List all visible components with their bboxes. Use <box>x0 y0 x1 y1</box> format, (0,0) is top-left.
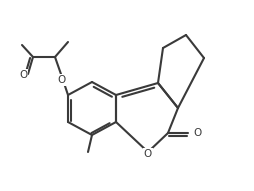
Text: O: O <box>144 149 152 159</box>
Text: O: O <box>193 128 201 138</box>
Text: O: O <box>57 75 65 85</box>
Text: O: O <box>19 70 27 80</box>
